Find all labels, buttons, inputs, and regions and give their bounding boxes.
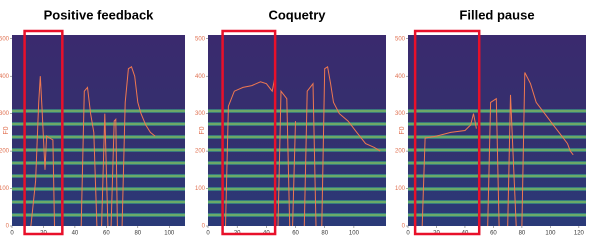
y-tick-label: 500 — [395, 36, 406, 42]
y-tick-label: 400 — [195, 74, 206, 80]
y-tick-label: 100 — [395, 186, 406, 192]
y-axis-label: F0 — [399, 126, 406, 134]
spectrogram-harmonics — [208, 102, 386, 226]
x-tick-label: 120 — [574, 231, 585, 237]
x-tick-label: 40 — [72, 231, 79, 237]
y-tick-label: 400 — [0, 74, 10, 80]
x-tick-label: 60 — [103, 231, 110, 237]
chart-title: Coquetry — [268, 7, 326, 22]
y-tick-label: 100 — [195, 186, 206, 192]
y-tick-label: 300 — [195, 111, 206, 117]
x-tick-label: 80 — [519, 231, 526, 237]
y-axis-label: F0 — [199, 126, 206, 134]
x-tick-label: 100 — [545, 231, 556, 237]
y-tick-label: 500 — [0, 36, 10, 42]
x-tick-label: 0 — [206, 231, 210, 237]
y-tick-label: 100 — [0, 186, 10, 192]
y-tick-label: 200 — [0, 149, 10, 155]
y-tick-label: 300 — [395, 111, 406, 117]
x-tick-label: 80 — [321, 231, 328, 237]
chart-title: Positive feedback — [44, 7, 155, 22]
y-tick-label: 200 — [395, 149, 406, 155]
y-tick-label: 0 — [402, 224, 406, 230]
y-tick-label: 0 — [6, 224, 10, 230]
y-tick-label: 300 — [0, 111, 10, 117]
y-axis-label: F0 — [3, 126, 10, 134]
y-tick-label: 500 — [195, 36, 206, 42]
x-tick-label: 0 — [10, 231, 14, 237]
figure: Positive feedbackF0010020030040050002040… — [0, 0, 615, 241]
x-tick-label: 100 — [349, 231, 360, 237]
x-tick-label: 60 — [292, 231, 299, 237]
x-tick-label: 60 — [490, 231, 497, 237]
x-tick-label: 0 — [406, 231, 410, 237]
chart-title: Filled pause — [459, 7, 534, 22]
x-tick-label: 80 — [134, 231, 141, 237]
y-tick-label: 200 — [195, 149, 206, 155]
y-tick-label: 0 — [202, 224, 206, 230]
x-tick-label: 100 — [164, 231, 175, 237]
y-tick-label: 400 — [395, 74, 406, 80]
